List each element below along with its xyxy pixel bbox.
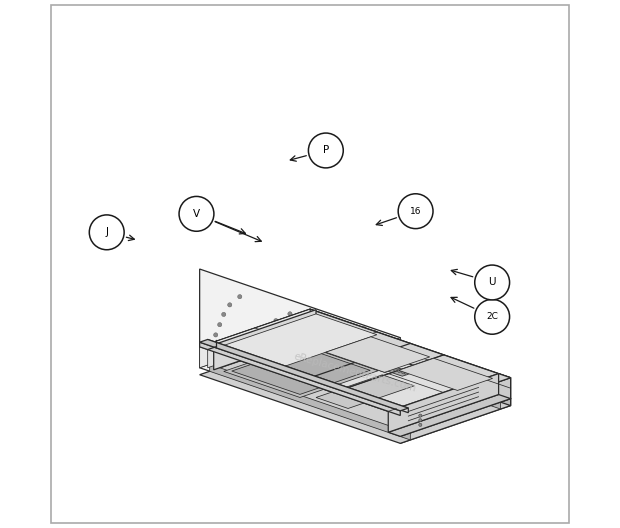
Polygon shape xyxy=(401,378,511,436)
Circle shape xyxy=(358,345,362,350)
Circle shape xyxy=(308,133,343,168)
Polygon shape xyxy=(200,337,511,444)
Circle shape xyxy=(418,423,422,427)
Text: 2C: 2C xyxy=(486,312,498,322)
Circle shape xyxy=(404,371,408,375)
Polygon shape xyxy=(326,337,430,372)
Circle shape xyxy=(368,366,372,370)
Circle shape xyxy=(362,333,366,337)
Polygon shape xyxy=(388,374,498,432)
Circle shape xyxy=(362,327,366,331)
Polygon shape xyxy=(232,347,370,394)
Polygon shape xyxy=(208,340,409,413)
Polygon shape xyxy=(214,314,377,370)
Text: eReplacementParts.com: eReplacementParts.com xyxy=(293,352,417,394)
Circle shape xyxy=(254,333,258,337)
Circle shape xyxy=(418,419,422,422)
Circle shape xyxy=(328,367,332,372)
Polygon shape xyxy=(316,375,414,409)
Text: P: P xyxy=(323,146,329,155)
Polygon shape xyxy=(200,269,401,436)
Polygon shape xyxy=(200,309,511,416)
Polygon shape xyxy=(388,374,511,416)
Circle shape xyxy=(179,196,214,231)
Polygon shape xyxy=(214,310,316,370)
Circle shape xyxy=(288,356,292,360)
Circle shape xyxy=(298,369,302,373)
Polygon shape xyxy=(200,342,401,416)
Text: U: U xyxy=(489,278,496,287)
Circle shape xyxy=(338,333,342,337)
Polygon shape xyxy=(224,345,378,398)
Polygon shape xyxy=(401,399,511,444)
Polygon shape xyxy=(399,359,492,390)
Circle shape xyxy=(475,299,510,334)
Circle shape xyxy=(308,340,312,344)
Circle shape xyxy=(338,359,342,363)
Circle shape xyxy=(237,295,242,299)
Circle shape xyxy=(288,312,292,316)
Text: 16: 16 xyxy=(410,206,422,216)
Polygon shape xyxy=(310,330,511,406)
Polygon shape xyxy=(208,314,310,367)
Polygon shape xyxy=(210,364,410,440)
Circle shape xyxy=(218,323,222,327)
Circle shape xyxy=(374,380,378,384)
Circle shape xyxy=(213,333,218,337)
Circle shape xyxy=(372,391,376,395)
Text: V: V xyxy=(193,209,200,219)
Circle shape xyxy=(248,342,252,346)
Circle shape xyxy=(258,357,262,361)
Circle shape xyxy=(372,330,376,334)
Polygon shape xyxy=(386,367,412,376)
Circle shape xyxy=(274,318,278,323)
Polygon shape xyxy=(200,309,310,367)
Polygon shape xyxy=(396,338,401,438)
Circle shape xyxy=(397,369,401,373)
Circle shape xyxy=(221,313,226,316)
Circle shape xyxy=(475,265,510,300)
Circle shape xyxy=(348,351,352,355)
Circle shape xyxy=(398,194,433,229)
Polygon shape xyxy=(310,309,511,399)
Circle shape xyxy=(418,414,422,417)
Polygon shape xyxy=(300,334,500,409)
Circle shape xyxy=(401,370,405,374)
Circle shape xyxy=(322,335,326,340)
Circle shape xyxy=(298,348,302,352)
Circle shape xyxy=(228,303,232,307)
Text: J: J xyxy=(105,228,108,237)
Circle shape xyxy=(394,367,397,371)
Circle shape xyxy=(268,326,272,330)
Polygon shape xyxy=(388,394,511,436)
Circle shape xyxy=(89,215,124,250)
Polygon shape xyxy=(200,340,409,411)
